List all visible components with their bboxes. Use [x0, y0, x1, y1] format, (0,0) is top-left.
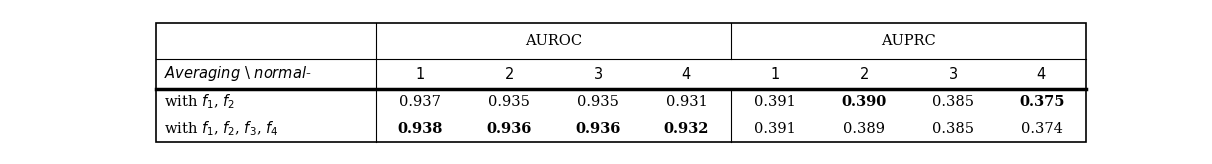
Text: 0.936: 0.936 [574, 122, 621, 136]
Text: $\mathit{Averaging}\ \backslash\ \mathit{normal}$-: $\mathit{Averaging}\ \backslash\ \mathit… [164, 64, 311, 83]
Text: 0.936: 0.936 [486, 122, 532, 136]
Text: 0.390: 0.390 [841, 95, 887, 109]
Text: 0.385: 0.385 [932, 122, 974, 136]
Text: $\mathit{3}$: $\mathit{3}$ [593, 66, 602, 82]
Text: $\mathit{1}$: $\mathit{1}$ [771, 66, 781, 82]
Text: $\mathit{2}$: $\mathit{2}$ [859, 66, 869, 82]
Text: 0.391: 0.391 [754, 95, 796, 109]
Text: 0.374: 0.374 [1021, 122, 1063, 136]
Text: $\mathit{4}$: $\mathit{4}$ [681, 66, 692, 82]
Text: 0.385: 0.385 [932, 95, 974, 109]
Text: 0.389: 0.389 [844, 122, 885, 136]
Text: 0.938: 0.938 [398, 122, 442, 136]
Text: 0.931: 0.931 [665, 95, 708, 109]
Text: AUROC: AUROC [525, 34, 582, 48]
Text: with $\mathit{f}_1$, $\mathit{f}_2$: with $\mathit{f}_1$, $\mathit{f}_2$ [164, 93, 235, 112]
Text: 0.935: 0.935 [577, 95, 618, 109]
Text: with $\mathit{f}_1$, $\mathit{f}_2$, $\mathit{f}_3$, $\mathit{f}_4$: with $\mathit{f}_1$, $\mathit{f}_2$, $\m… [164, 119, 278, 138]
Text: 0.375: 0.375 [1019, 95, 1064, 109]
Text: $\mathit{1}$: $\mathit{1}$ [416, 66, 425, 82]
Text: $\mathit{3}$: $\mathit{3}$ [948, 66, 957, 82]
Text: $\mathit{2}$: $\mathit{2}$ [504, 66, 514, 82]
Text: 0.932: 0.932 [664, 122, 709, 136]
Text: $\mathit{4}$: $\mathit{4}$ [1036, 66, 1047, 82]
Text: AUPRC: AUPRC [881, 34, 936, 48]
Text: 0.937: 0.937 [399, 95, 441, 109]
Text: 0.935: 0.935 [488, 95, 530, 109]
Text: 0.391: 0.391 [754, 122, 796, 136]
